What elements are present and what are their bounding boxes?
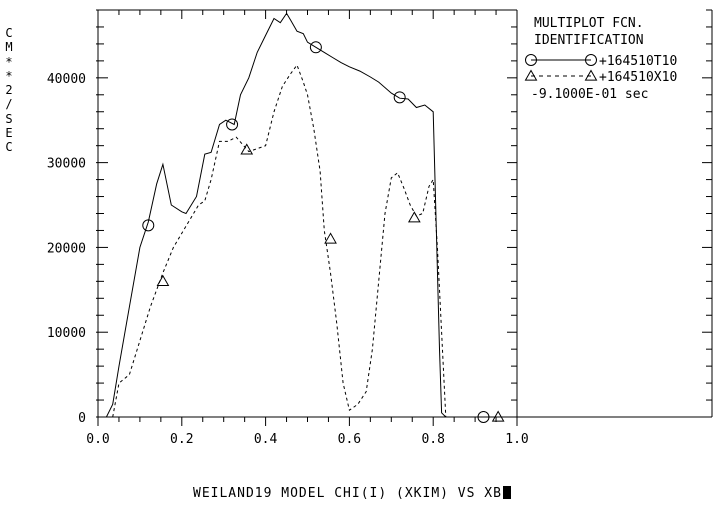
x-tick-label: 0.0 [86, 432, 109, 447]
legend-series-1-marker [585, 54, 597, 66]
legend-series-2-marker [524, 69, 538, 81]
series-1-point [477, 411, 490, 423]
x-tick-label: 0.8 [421, 432, 444, 447]
series-1-point [142, 219, 155, 232]
series-2-point [156, 274, 170, 286]
series-2-point [240, 143, 254, 155]
legend-series-2-label: +164510X10 [599, 70, 677, 85]
text-cursor [502, 486, 511, 499]
y-axis-label-char: * [5, 54, 13, 69]
y-axis-label-char: C [5, 140, 13, 155]
y-tick-label: 10000 [47, 326, 86, 341]
series-1 [105, 12, 490, 423]
y-axis-label-char: E [5, 126, 13, 141]
y-axis-label-char: S [5, 111, 13, 126]
y-tick-label: 20000 [47, 241, 86, 256]
y-tick-label: 30000 [47, 157, 86, 172]
legend-heading-line-2: IDENTIFICATION [534, 33, 644, 48]
chart-title-text: WEILAND19 MODEL CHI(I) (XKIM) VS XB [193, 486, 502, 501]
legend-series-2-marker [584, 69, 598, 81]
series-2-line [112, 64, 447, 418]
series-layer [105, 12, 505, 423]
chart-title: WEILAND19 MODEL CHI(I) (XKIM) VS XB [193, 486, 511, 501]
x-axis-ticks: 0.0 0.2 0.4 0.6 0.8 1.0 [86, 10, 529, 447]
y-axis-label-char: * [5, 68, 13, 83]
series-1-point [226, 118, 239, 131]
series-2-point [491, 410, 505, 422]
y-axis-label-char: M [5, 40, 13, 55]
x-tick-label: 0.2 [170, 432, 193, 447]
series-2-point [324, 232, 337, 244]
series-1-line [105, 12, 447, 418]
y-axis-label: C M * * 2/S E C [3, 26, 15, 155]
y-axis-label-char: / [5, 97, 13, 112]
y-axis-label-char: 2 [5, 83, 13, 98]
x-tick-label: 0.4 [254, 432, 278, 447]
x-tick-label: 0.6 [338, 432, 361, 447]
legend-time-label: -9.1000E-01 sec [531, 87, 648, 102]
series-1-point [309, 41, 322, 54]
y-axis-label-char: C [5, 26, 13, 40]
series-2 [112, 64, 505, 422]
series-1-point [393, 91, 406, 104]
series-2-point [407, 211, 421, 223]
legend: MULTIPLOT FCN. IDENTIFICATION +164510T10… [524, 16, 677, 102]
x-tick-label: 1.0 [505, 432, 528, 447]
legend-heading-line-1: MULTIPLOT FCN. [534, 16, 644, 31]
y-tick-label: 40000 [47, 72, 86, 87]
y-axis-ticks: 0 10000 20000 30000 40000 [47, 9, 712, 426]
legend-series-1-marker [525, 54, 537, 66]
legend-series-1-label: +164510T10 [599, 54, 677, 69]
y-tick-label: 0 [78, 411, 86, 426]
